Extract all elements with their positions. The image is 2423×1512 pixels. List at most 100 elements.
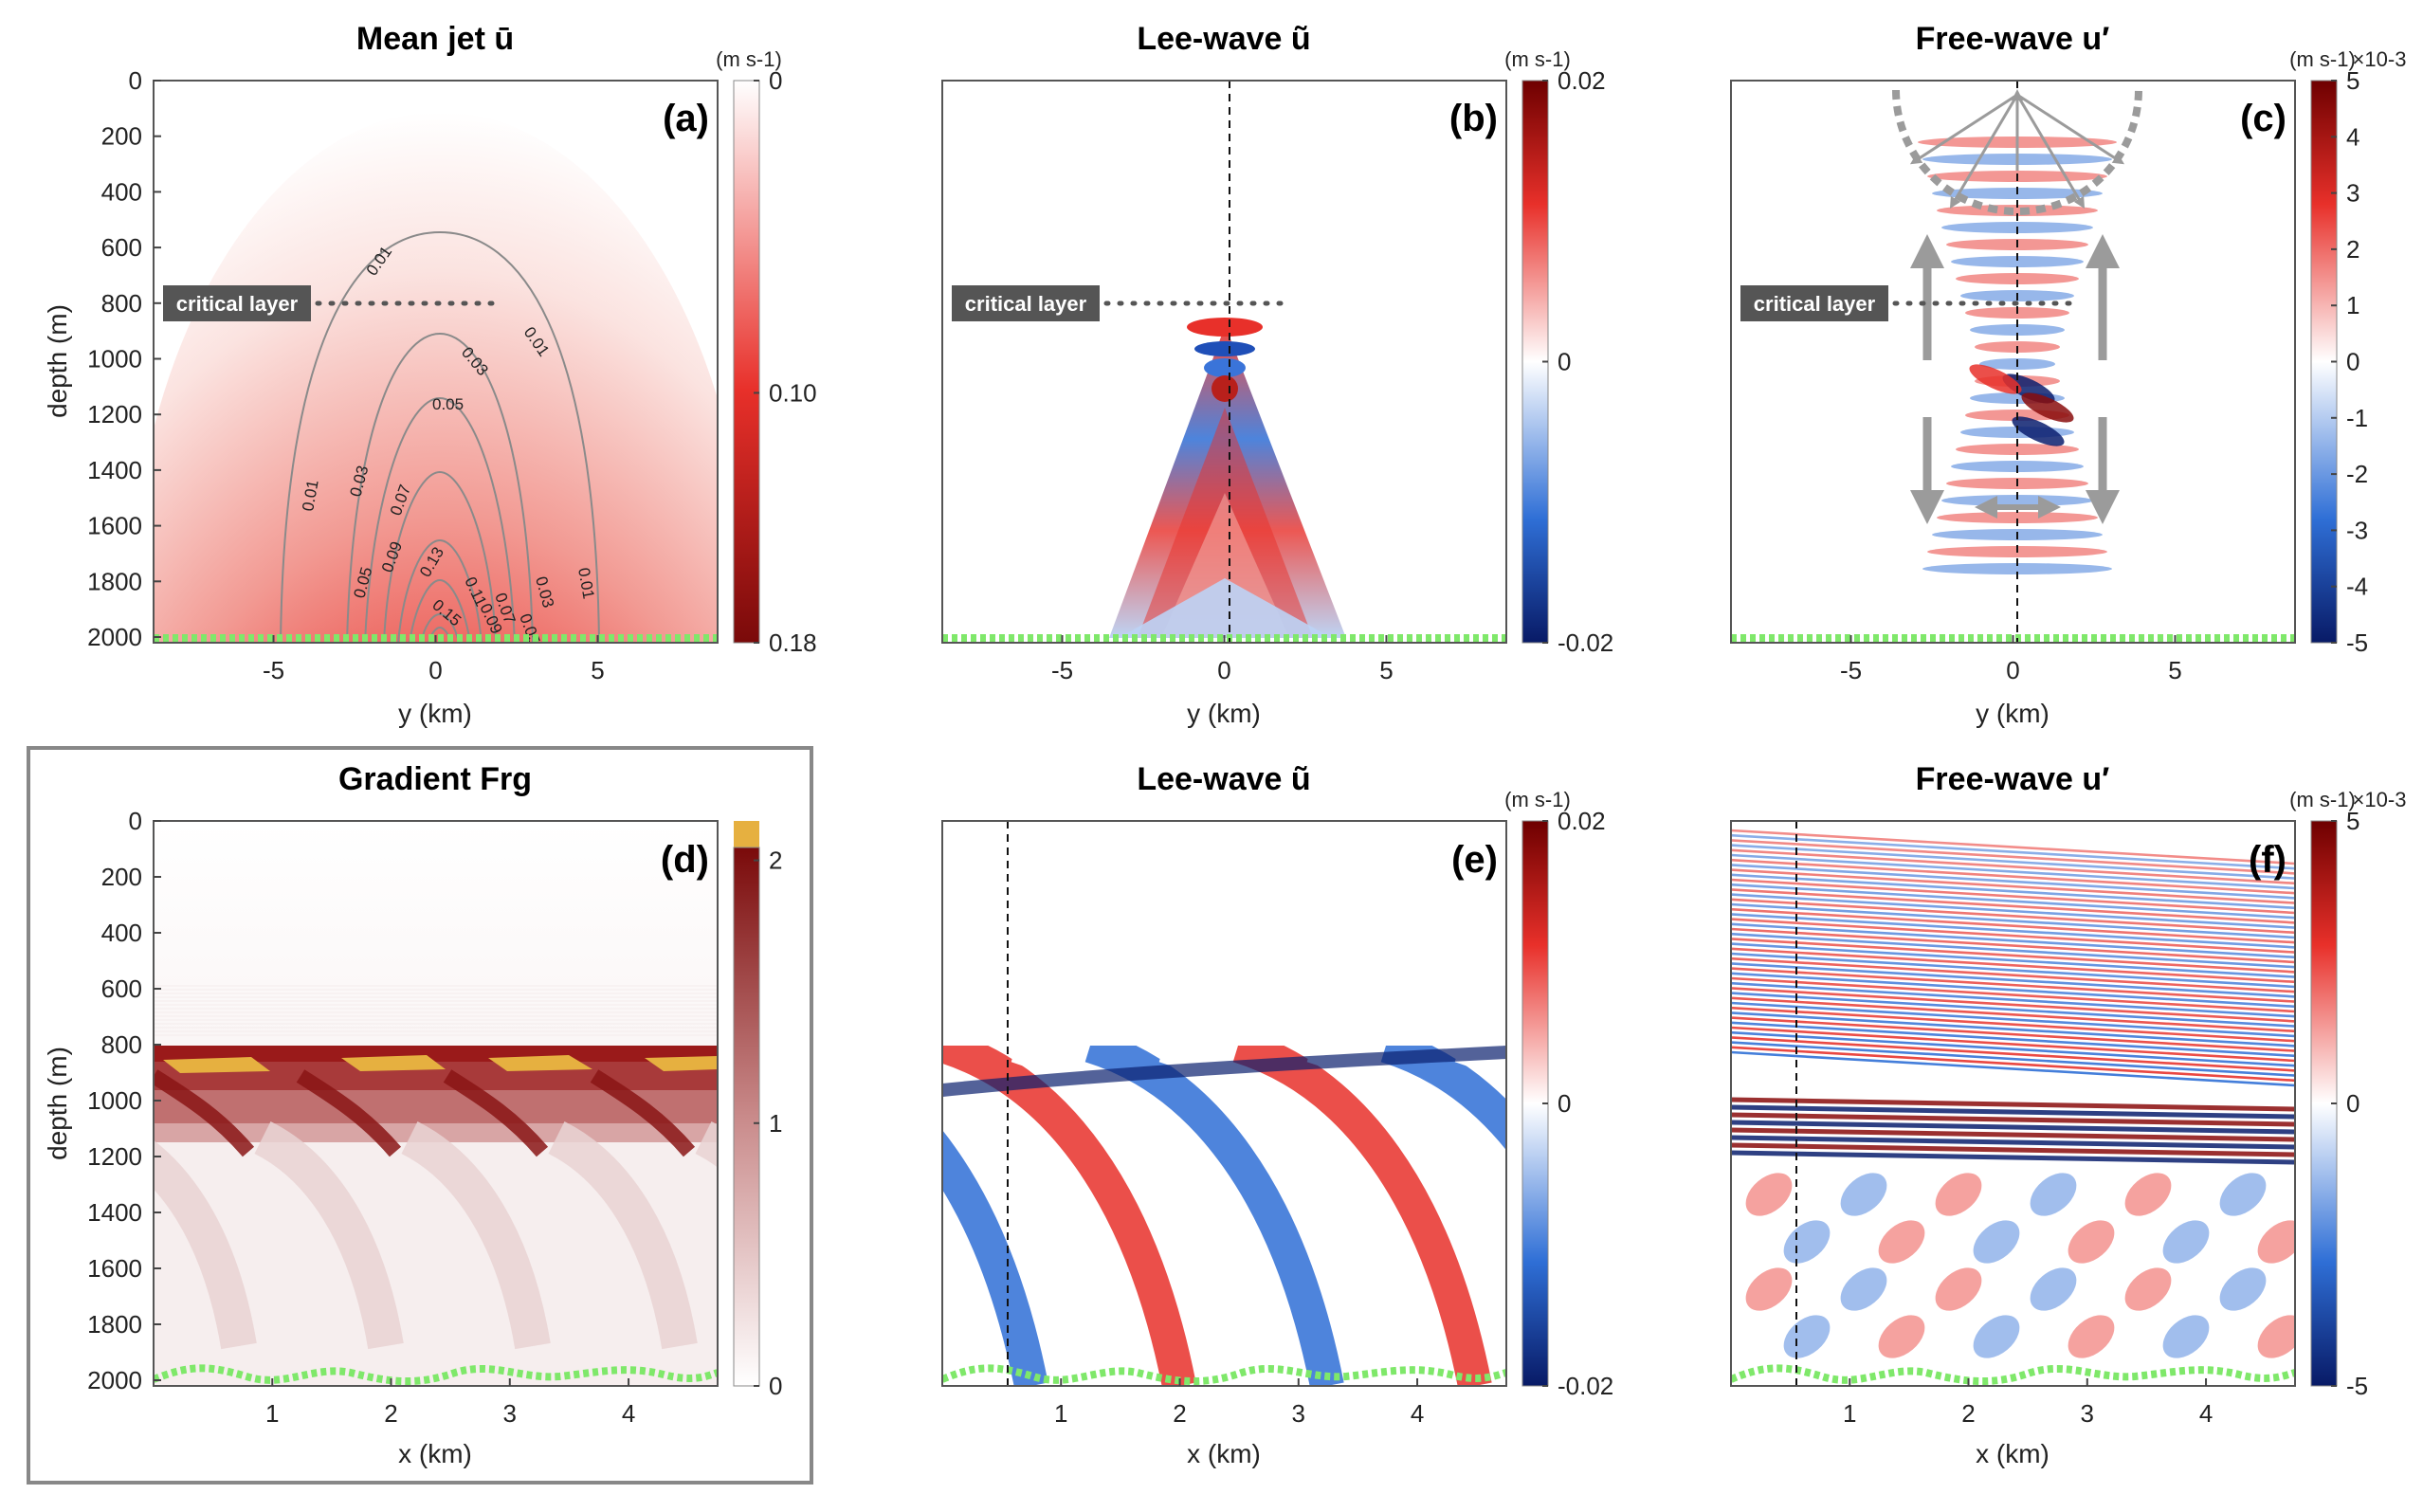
panel-d-frame bbox=[153, 820, 719, 1387]
x-tick-label: 4 bbox=[1411, 1399, 1424, 1428]
colorbar-tick-label: 2 bbox=[2346, 235, 2359, 264]
y-tick-label: 600 bbox=[101, 975, 142, 1003]
x-axis-label-b: y (km) bbox=[1187, 699, 1261, 728]
colorbar-tick-label: -4 bbox=[2346, 573, 2368, 601]
panel-d-highlight-box bbox=[27, 746, 813, 1485]
x-ticks-f: 1 2 3 4 bbox=[1843, 1378, 2213, 1428]
panel-label-c: (c) bbox=[2240, 98, 2286, 139]
x-axis-label-e: x (km) bbox=[1187, 1439, 1261, 1468]
colorbar-d-over bbox=[734, 821, 759, 847]
panel-c: Free-wave u′ critical layer (c) -5 0 5 y bbox=[1730, 21, 2407, 728]
critical-layer-label: critical layer bbox=[1754, 292, 1876, 316]
y-tick-label: 1400 bbox=[87, 456, 142, 484]
x-tick-label: 1 bbox=[265, 1399, 279, 1428]
panel-label-d: (d) bbox=[661, 839, 709, 881]
colorbar-ticks-d: 2 1 0 bbox=[754, 847, 782, 1400]
x-tick-label: 3 bbox=[1292, 1399, 1305, 1428]
x-tick-label: 1 bbox=[1843, 1399, 1856, 1428]
colorbar-tick-label: 5 bbox=[2346, 807, 2359, 835]
colorbar-ticks-c: 5 4 3 2 1 0 -1 -2 -3 -4 -5 bbox=[2331, 66, 2368, 657]
y-tick-label: 200 bbox=[101, 122, 142, 151]
panel-b-title: Lee-wave ũ bbox=[1137, 21, 1310, 57]
colorbar-unit-f: (m s-1) bbox=[2289, 788, 2356, 811]
x-tick-label: 3 bbox=[2081, 1399, 2094, 1428]
critical-layer-label: critical layer bbox=[965, 292, 1087, 316]
panel-a-title: Mean jet ū bbox=[356, 21, 514, 57]
critical-layer-box bbox=[163, 285, 311, 321]
x-ticks-b: -5 0 5 bbox=[1051, 635, 1394, 684]
y-tick-label: 0 bbox=[129, 807, 142, 835]
reflection-arc bbox=[1892, 89, 2142, 215]
colorbar-unit-a: (m s-1) bbox=[716, 47, 782, 71]
panel-e-field bbox=[942, 821, 1506, 1386]
y-tick-label: 1800 bbox=[87, 567, 142, 595]
colorbar-tick-label: 0.02 bbox=[1558, 66, 1606, 95]
colorbar-unit-c: (m s-1) bbox=[2289, 47, 2356, 71]
colorbar-tick-label: 5 bbox=[2346, 66, 2359, 95]
panel-a: Mean jet ū 0.01 0.01 0.01 0.01 0.03 0.03 bbox=[43, 21, 817, 728]
panel-d-title: Gradient Frg bbox=[338, 761, 532, 797]
panel-d-field bbox=[154, 821, 718, 1386]
x-ticks-e: 1 2 3 4 bbox=[1054, 1378, 1424, 1428]
y-tick-label: 1600 bbox=[87, 512, 142, 540]
lee-wave-bands bbox=[942, 821, 1506, 1386]
panel-b: Lee-wave ũ critical layer (b) -5 0 5 y (km… bbox=[941, 21, 1613, 728]
colorbar-d bbox=[733, 847, 760, 1387]
colorbar-ticks-e: 0.02 0 -0.02 bbox=[1542, 807, 1613, 1400]
x-tick-label: 0 bbox=[1217, 656, 1230, 684]
x-axis-label-f: x (km) bbox=[1976, 1439, 2050, 1468]
colorbar-ticks-a: 0 0.10 0.18 bbox=[754, 66, 817, 657]
x-tick-label: 4 bbox=[622, 1399, 635, 1428]
x-tick-label: 0 bbox=[428, 656, 442, 684]
y-tick-label: 2000 bbox=[87, 1366, 142, 1394]
colorbar-tick-label: 4 bbox=[2346, 122, 2359, 151]
y-tick-label: 1800 bbox=[87, 1310, 142, 1339]
y-tick-label: 1600 bbox=[87, 1254, 142, 1283]
colorbar-tick-label: -2 bbox=[2346, 460, 2368, 488]
y-tick-label: 1000 bbox=[87, 1086, 142, 1115]
y-tick-label: 400 bbox=[101, 919, 142, 947]
y-tick-label: 400 bbox=[101, 177, 142, 206]
x-ticks-d: 1 2 3 4 bbox=[265, 1378, 635, 1428]
x-axis-label-c: y (km) bbox=[1976, 699, 2050, 728]
colorbar-scale-c: ×10-3 bbox=[2353, 47, 2407, 71]
panel-label-f: (f) bbox=[2249, 839, 2286, 881]
panel-c-title: Free-wave u′ bbox=[1916, 21, 2110, 57]
x-tick-label: 2 bbox=[1173, 1399, 1186, 1428]
colorbar-scale-f: ×10-3 bbox=[2353, 788, 2407, 811]
colorbar-tick-label: 0 bbox=[769, 1372, 782, 1400]
colorbar-ticks-f: 5 0 -5 bbox=[2331, 807, 2368, 1400]
x-axis-label-a: y (km) bbox=[398, 699, 472, 728]
panel-f-field bbox=[1731, 821, 2295, 1386]
y-ticks-d: 0 200 400 600 800 1000 1200 1400 1600 1800 2000 bbox=[87, 807, 161, 1394]
y-tick-label: 1000 bbox=[87, 345, 142, 373]
x-tick-label: -5 bbox=[1840, 656, 1862, 684]
y-tick-label: 1200 bbox=[87, 400, 142, 428]
colorbar-unit-b: (m s-1) bbox=[1504, 47, 1571, 71]
x-tick-label: 1 bbox=[1054, 1399, 1067, 1428]
critical-layer-box bbox=[952, 285, 1100, 321]
panel-c-field bbox=[1731, 81, 2295, 643]
x-tick-label: 5 bbox=[2168, 656, 2181, 684]
colorbar-tick-label: -3 bbox=[2346, 516, 2368, 544]
colorbar-tick-label: 0.10 bbox=[769, 378, 817, 407]
froude-exceed-patches bbox=[163, 1055, 718, 1073]
free-wave-bands bbox=[1731, 829, 2295, 1358]
colorbar-tick-label: 2 bbox=[769, 847, 782, 875]
panel-e-title: Lee-wave ũ bbox=[1137, 761, 1310, 797]
colorbar-tick-label: 0.18 bbox=[769, 628, 817, 657]
jet-core bbox=[154, 112, 718, 643]
x-tick-label: -5 bbox=[1051, 656, 1073, 684]
panel-label-b: (b) bbox=[1449, 98, 1498, 139]
y-tick-label: 800 bbox=[101, 1030, 142, 1059]
panel-b-field bbox=[942, 81, 1506, 643]
colorbar-tick-label: -0.02 bbox=[1558, 628, 1613, 657]
colorbar-tick-label: 0 bbox=[2346, 348, 2359, 376]
colorbar-tick-label: 0 bbox=[2346, 1089, 2359, 1118]
colorbar-tick-label: 1 bbox=[2346, 291, 2359, 319]
x-tick-label: 5 bbox=[591, 656, 604, 684]
x-tick-label: 0 bbox=[2006, 656, 2019, 684]
colorbar-tick-label: 0 bbox=[1558, 348, 1571, 376]
